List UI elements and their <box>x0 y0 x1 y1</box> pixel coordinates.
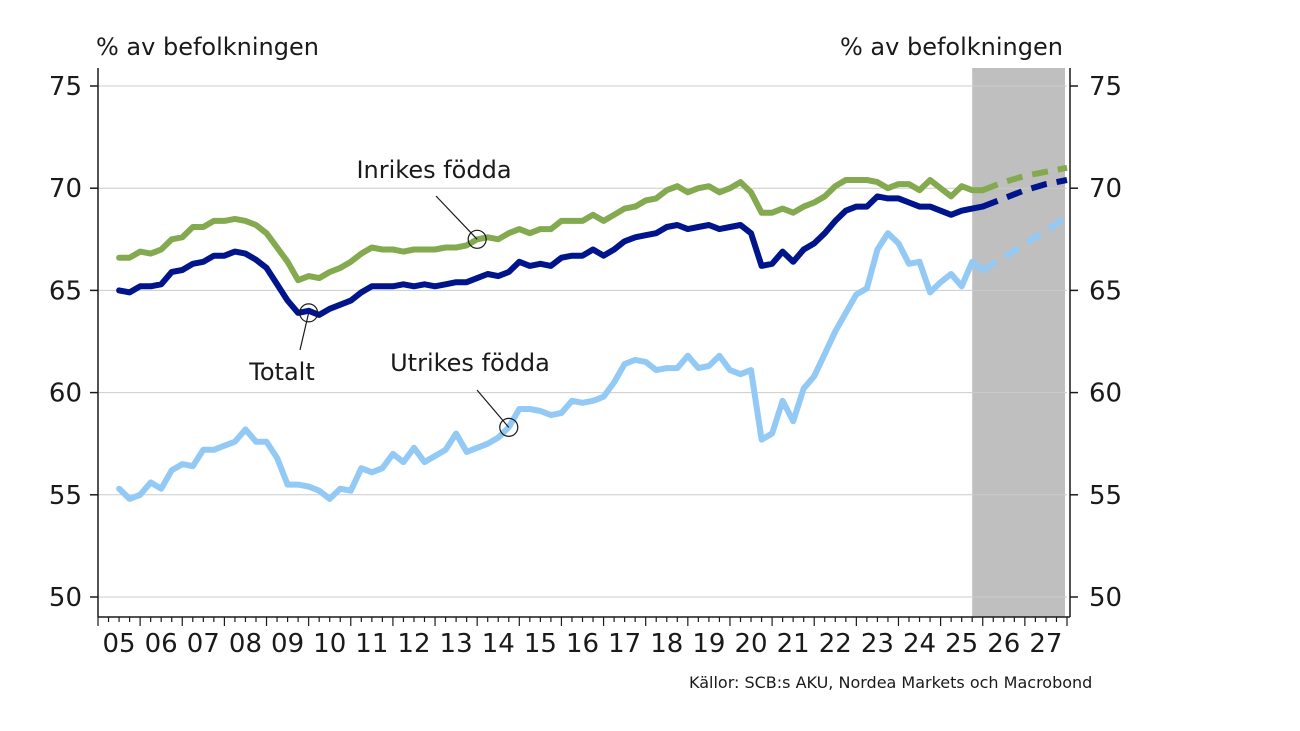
x-tick-label-18: 18 <box>650 629 683 659</box>
x-tick-label-15: 15 <box>524 629 557 659</box>
y-axis-unit-right: % av befolkningen <box>840 33 1063 61</box>
y-tick-label-left: 70 <box>49 174 82 204</box>
series-forecast-line-totalt <box>981 177 1068 210</box>
series-line-totalt <box>116 193 986 318</box>
y-tick-label-left: 60 <box>49 379 82 409</box>
x-tick-label-17: 17 <box>608 629 641 659</box>
y-tick-label-right: 70 <box>1089 174 1122 204</box>
annotation-marker <box>299 303 319 323</box>
y-axis-unit-left: % av befolkningen <box>96 33 319 61</box>
series-forecast-line-utrikes-f-dda <box>981 214 1069 273</box>
x-tick-label-06: 06 <box>145 629 178 659</box>
annotation-leader <box>476 389 510 428</box>
x-tick-label-05: 05 <box>103 629 136 659</box>
y-tick-label-right: 55 <box>1089 481 1122 511</box>
x-tick-label-27: 27 <box>1029 629 1062 659</box>
forecast-shading <box>972 68 1065 617</box>
x-tick-label-16: 16 <box>566 629 599 659</box>
y-tick-label-left: 50 <box>49 583 82 613</box>
x-tick-label-26: 26 <box>987 629 1020 659</box>
y-tick-label-left: 75 <box>49 72 82 102</box>
axes: 50 50 55 55 60 60 65 65 70 70 75 75 05 06 07 08 09 10 11 12… <box>49 68 1122 659</box>
x-tick-label-25: 25 <box>945 629 978 659</box>
x-tick-label-22: 22 <box>819 629 852 659</box>
x-tick-label-13: 13 <box>440 629 473 659</box>
annotation-label: Inrikes födda <box>356 156 511 184</box>
x-tick-label-24: 24 <box>903 629 936 659</box>
y-tick-label-left: 65 <box>49 276 82 306</box>
x-tick-label-21: 21 <box>777 629 810 659</box>
annotation-marker <box>467 229 487 249</box>
x-tick-label-10: 10 <box>313 629 346 659</box>
x-tick-label-09: 09 <box>271 629 304 659</box>
annotations: Inrikes födda Totalt Utrikes födda <box>248 156 550 437</box>
gridlines <box>98 85 1067 598</box>
x-tick-label-12: 12 <box>397 629 430 659</box>
series-layer <box>116 164 1069 502</box>
annotation-label: Utrikes födda <box>390 349 550 377</box>
y-tick-label-right: 65 <box>1089 276 1122 306</box>
y-tick-label-left: 55 <box>49 481 82 511</box>
series-line-utrikes-f-dda <box>116 230 986 502</box>
series-forecast-line-inrikes-f-dda <box>981 164 1068 194</box>
annotation-leader <box>299 312 310 351</box>
annotation-leader <box>435 195 478 240</box>
source-note: Källor: SCB:s AKU, Nordea Markets och Ma… <box>689 673 1093 692</box>
x-tick-label-19: 19 <box>692 629 725 659</box>
y-tick-label-right: 60 <box>1089 379 1122 409</box>
y-tick-label-right: 50 <box>1089 583 1122 613</box>
x-tick-label-14: 14 <box>482 629 515 659</box>
x-tick-label-08: 08 <box>229 629 262 659</box>
x-tick-label-20: 20 <box>734 629 767 659</box>
y-tick-label-right: 75 <box>1089 72 1122 102</box>
series-line-inrikes-f-dda <box>116 177 986 284</box>
x-tick-label-11: 11 <box>355 629 388 659</box>
x-tick-label-23: 23 <box>861 629 894 659</box>
annotation-label: Totalt <box>248 358 314 386</box>
x-tick-label-07: 07 <box>187 629 220 659</box>
annotation-marker <box>499 417 519 437</box>
